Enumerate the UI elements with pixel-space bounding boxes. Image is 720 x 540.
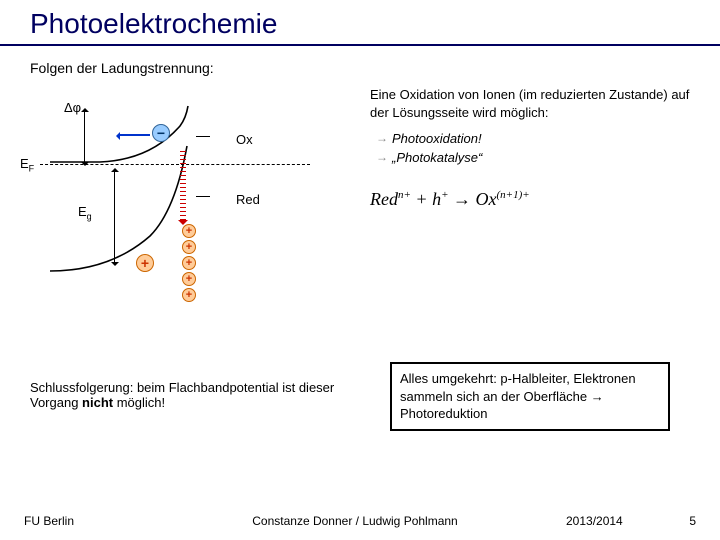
footer-center: Constanze Donner / Ludwig Pohlmann [144, 514, 566, 528]
footer-left: FU Berlin [24, 514, 144, 528]
page-number: 5 [689, 514, 696, 528]
electron-icon: − [152, 124, 170, 142]
footer-right: 2013/2014 [566, 514, 696, 528]
surface-hole-icon: + [182, 256, 196, 270]
electron-arrow [118, 134, 150, 136]
reaction-formula: Redn+ + h+ → Ox(n+1)+ [370, 187, 700, 212]
explanation-column: Eine Oxidation von Ionen (im reduzierten… [360, 86, 700, 306]
excitation-line [180, 148, 186, 220]
conclusion-text: Schlussfolgerung: beim Flachbandpotentia… [30, 380, 350, 410]
surface-hole-icon: + [182, 288, 196, 302]
surface-hole-icon: + [182, 224, 196, 238]
hole-icon: + [136, 254, 154, 272]
red-label: Red [236, 192, 260, 207]
note-box: Alles umgekehrt: p-Halbleiter, Elektrone… [390, 362, 670, 431]
surface-hole-icon: + [182, 240, 196, 254]
eg-label: Eg [78, 204, 92, 222]
photooxidation-line: →Photooxidation! [376, 130, 700, 148]
ox-label: Ox [236, 132, 253, 147]
diagram-column: EF Δφ − Ox Red [20, 86, 360, 306]
page-title: Photoelektrochemie [30, 8, 720, 40]
band-diagram: EF Δφ − Ox Red [20, 96, 340, 306]
intro-text: Eine Oxidation von Ionen (im reduzierten… [370, 86, 700, 122]
subtitle: Folgen der Ladungstrennung: [30, 60, 720, 76]
footer: FU Berlin Constanze Donner / Ludwig Pohl… [0, 514, 720, 528]
content-area: EF Δφ − Ox Red [0, 76, 720, 306]
photokatalyse-line: →„Photokatalyse“ [376, 149, 700, 167]
surface-hole-icon: + [182, 272, 196, 286]
